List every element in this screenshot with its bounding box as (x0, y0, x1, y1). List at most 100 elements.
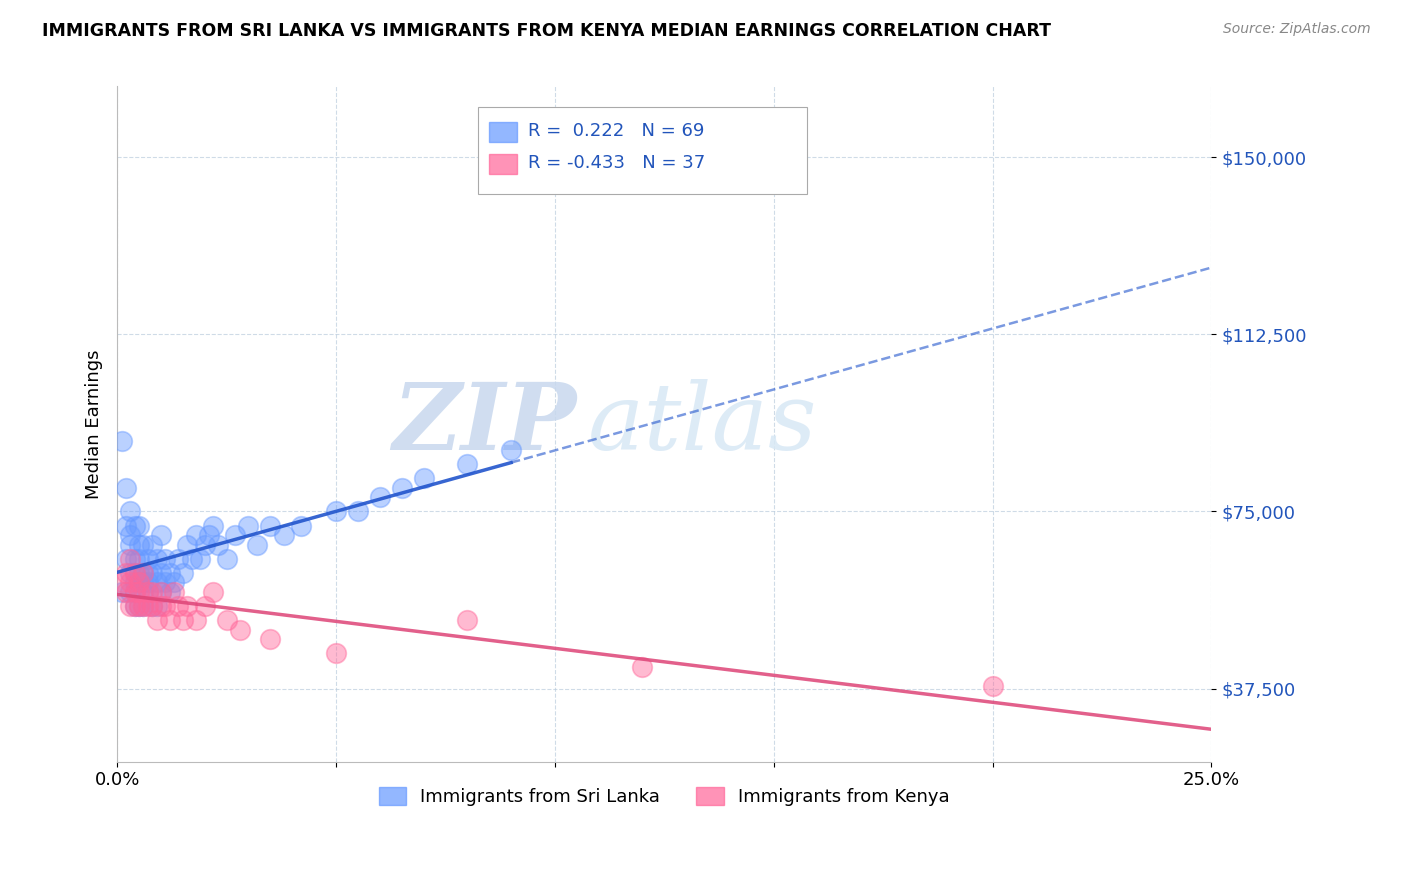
FancyBboxPatch shape (489, 154, 516, 174)
Point (124, 599, 146, 613)
Legend: Immigrants from Sri Lanka, Immigrants from Kenya: Immigrants from Sri Lanka, Immigrants fr… (371, 780, 957, 814)
Point (259, 632, 281, 646)
Point (176, 599, 198, 613)
Point (167, 551, 190, 566)
Point (124, 566, 146, 580)
Point (180, 551, 202, 566)
Point (325, 646, 347, 660)
Point (184, 613, 207, 627)
Point (120, 504, 142, 518)
Point (141, 566, 163, 580)
Point (149, 599, 172, 613)
Point (176, 537, 198, 551)
Point (172, 566, 194, 580)
Point (188, 551, 211, 566)
Point (155, 551, 177, 566)
Point (132, 584, 155, 599)
Point (120, 566, 142, 580)
Point (167, 599, 190, 613)
Point (136, 584, 159, 599)
Point (456, 457, 478, 471)
Point (391, 481, 413, 495)
Point (149, 528, 172, 542)
Point (115, 518, 138, 533)
Y-axis label: Median Earnings: Median Earnings (86, 350, 103, 499)
Point (115, 584, 138, 599)
Point (456, 613, 478, 627)
Point (215, 551, 238, 566)
Point (120, 575, 142, 590)
Point (325, 504, 347, 518)
Point (128, 584, 150, 599)
Text: atlas: atlas (588, 379, 817, 469)
Point (124, 566, 146, 580)
Point (145, 575, 167, 590)
Point (290, 518, 312, 533)
Point (194, 537, 217, 551)
Point (159, 613, 181, 627)
Point (132, 599, 155, 613)
Point (120, 599, 142, 613)
Point (136, 599, 159, 613)
Point (120, 537, 142, 551)
Point (128, 518, 150, 533)
Point (136, 566, 159, 580)
Point (194, 599, 217, 613)
Point (172, 613, 194, 627)
Point (141, 599, 163, 613)
Point (124, 551, 146, 566)
Point (124, 575, 146, 590)
Point (224, 528, 246, 542)
Point (202, 518, 225, 533)
Point (124, 584, 146, 599)
Point (368, 490, 391, 504)
Point (412, 471, 434, 485)
Point (163, 575, 186, 590)
Point (128, 537, 150, 551)
Text: ZIP: ZIP (392, 379, 576, 469)
Point (110, 434, 132, 448)
Point (159, 566, 181, 580)
Point (132, 599, 155, 613)
Point (141, 584, 163, 599)
Point (155, 599, 177, 613)
Point (120, 584, 142, 599)
Point (132, 575, 155, 590)
Point (132, 566, 155, 580)
Text: R =  0.222   N = 69: R = 0.222 N = 69 (527, 122, 704, 140)
Point (149, 584, 172, 599)
Point (141, 599, 163, 613)
Point (149, 584, 172, 599)
Point (128, 575, 150, 590)
Point (128, 599, 150, 613)
Point (246, 537, 269, 551)
Text: Source: ZipAtlas.com: Source: ZipAtlas.com (1223, 22, 1371, 37)
Point (155, 575, 177, 590)
Point (163, 584, 186, 599)
Text: IMMIGRANTS FROM SRI LANKA VS IMMIGRANTS FROM KENYA MEDIAN EARNINGS CORRELATION C: IMMIGRANTS FROM SRI LANKA VS IMMIGRANTS … (42, 22, 1052, 40)
Point (128, 575, 150, 590)
Point (501, 443, 523, 458)
Point (238, 518, 260, 533)
Point (124, 584, 146, 599)
Point (115, 551, 138, 566)
Point (132, 537, 155, 551)
FancyBboxPatch shape (478, 107, 807, 194)
Point (229, 623, 252, 637)
Point (132, 566, 155, 580)
Point (115, 481, 138, 495)
Point (145, 599, 167, 613)
Point (128, 551, 150, 566)
Point (124, 518, 146, 533)
Point (215, 613, 238, 627)
Point (145, 613, 167, 627)
Point (273, 528, 295, 542)
Point (115, 566, 138, 580)
Point (120, 551, 142, 566)
Point (631, 660, 654, 674)
Point (136, 584, 159, 599)
Point (110, 584, 132, 599)
Point (120, 528, 142, 542)
Point (136, 575, 159, 590)
Point (259, 518, 281, 533)
